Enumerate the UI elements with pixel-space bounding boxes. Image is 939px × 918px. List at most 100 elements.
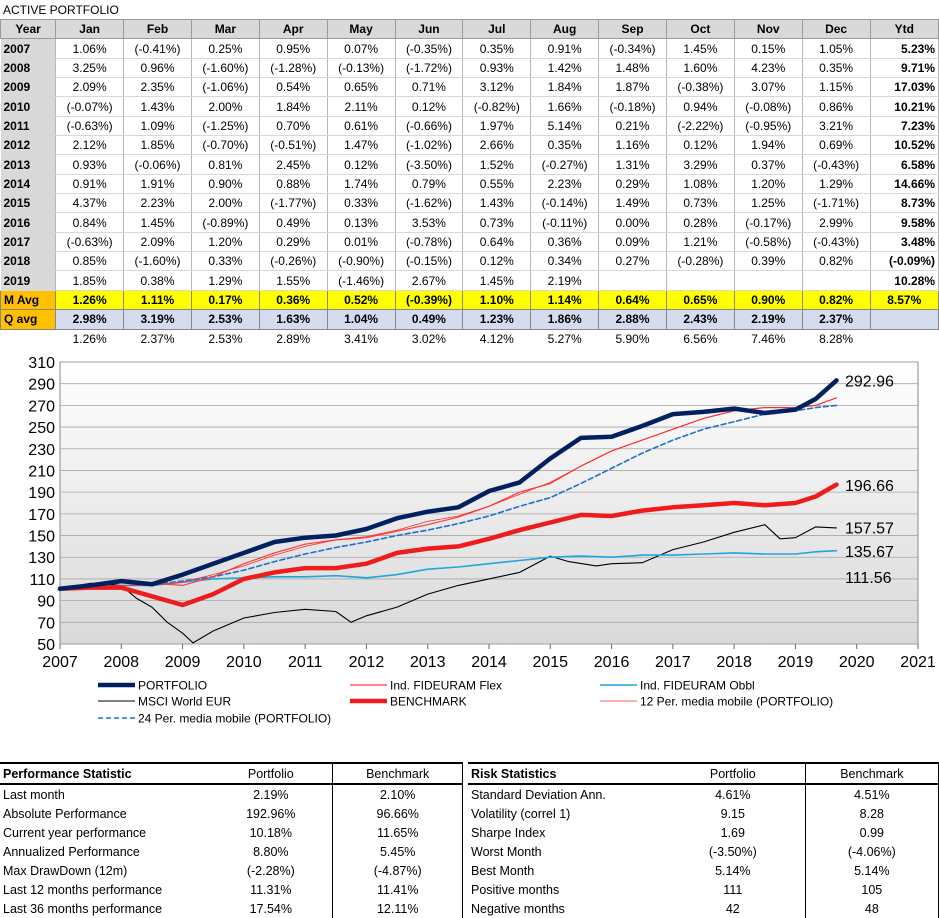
month-cell: 0.96% xyxy=(123,58,192,79)
month-cell: 0.27% xyxy=(598,251,667,272)
table-row: 2018 0.85% (-1.60%) 0.33% (-0.26%) (-0.90%) (-… xyxy=(0,251,939,272)
month-cell: 0.35% xyxy=(530,135,600,156)
month-cell: 2.43% xyxy=(665,309,735,330)
col-header-mar: Mar xyxy=(190,18,260,40)
benchmark-value: 5.14% xyxy=(804,861,939,880)
month-cell: 0.54% xyxy=(259,77,328,98)
month-cell: 0.12% xyxy=(395,96,464,117)
series-line-24-per-media-mobile-portfolio xyxy=(161,404,838,585)
month-cell: 0.00% xyxy=(598,212,667,233)
table-row: Worst Month (-3.50%) (-4.06%) xyxy=(468,842,939,861)
row-label: Q avg xyxy=(0,309,57,330)
month-cell: 2.99% xyxy=(802,212,871,233)
month-cell: 1.06% xyxy=(55,38,125,59)
ytd-cell: 14.66% xyxy=(870,174,939,195)
row-label: 2012 xyxy=(0,135,57,156)
row-label: 2019 xyxy=(0,270,57,291)
legend-label: Ind. FIDEURAM Obbl xyxy=(640,679,755,693)
month-cell: 0.79% xyxy=(395,174,464,195)
series-line-msci-world-eur xyxy=(59,524,838,644)
y-tick-label: 70 xyxy=(37,615,55,632)
month-cell: (-0.11%) xyxy=(530,212,600,233)
portfolio-header: Portfolio xyxy=(660,762,806,785)
portfolio-value: 192.96% xyxy=(246,806,296,821)
col-header-nov: Nov xyxy=(733,18,803,40)
benchmark-value: 12.11% xyxy=(332,899,463,918)
month-cell: (-0.27%) xyxy=(530,154,600,175)
legend-label: BENCHMARK xyxy=(390,695,467,709)
month-cell: 3.21% xyxy=(802,116,871,137)
portfolio-value: 2.19% xyxy=(253,787,289,802)
col-header-aug: Aug xyxy=(530,18,600,40)
row-label: 2008 xyxy=(0,58,57,79)
month-cell: (-2.22%) xyxy=(666,116,735,137)
stat-label: Worst Month xyxy=(471,844,542,859)
month-cell: 0.37% xyxy=(734,154,803,175)
month-cell: 0.85% xyxy=(55,251,125,272)
month-cell: 0.90% xyxy=(191,174,260,195)
portfolio-value: 9.15 xyxy=(720,806,745,821)
month-cell: 0.52% xyxy=(326,289,396,311)
month-cell: 1.11% xyxy=(123,289,192,311)
month-cell: (-1.71%) xyxy=(802,193,871,214)
stat-label: Absolute Performance xyxy=(3,806,127,821)
month-cell: 0.15% xyxy=(734,38,803,59)
y-tick-label: 310 xyxy=(28,355,55,372)
month-cell: 2.45% xyxy=(259,154,328,175)
benchmark-value: 5.45% xyxy=(332,842,463,861)
month-cell xyxy=(802,270,871,291)
month-cell: 1.10% xyxy=(462,289,532,311)
month-cell: 0.91% xyxy=(530,38,600,59)
legend-label: Ind. FIDEURAM Flex xyxy=(390,679,502,693)
month-cell: (-0.07%) xyxy=(55,96,125,117)
legend-label: MSCI World EUR xyxy=(138,695,231,709)
month-cell: 0.88% xyxy=(259,174,328,195)
month-cell: 0.61% xyxy=(327,116,396,137)
month-cell: 0.71% xyxy=(395,77,464,98)
month-cell: (-0.82%) xyxy=(462,96,532,117)
table-row: 2013 0.93% (-0.06%) 0.81% 2.45% 0.12% (-3.50%)… xyxy=(0,154,939,175)
benchmark-value: 0.99 xyxy=(804,823,939,842)
portfolio-value: 1.69 xyxy=(720,825,745,840)
month-cell: (-0.66%) xyxy=(395,116,464,137)
month-cell: 0.69% xyxy=(802,135,871,156)
ytd-cell xyxy=(870,329,938,348)
portfolio-value: 42 xyxy=(725,901,740,916)
month-cell: 1.20% xyxy=(734,174,803,195)
table-row: 2016 0.84% 1.45% (-0.89%) 0.49% 0.13% 3.53% 0.7… xyxy=(0,212,939,233)
y-tick-label: 50 xyxy=(37,637,55,654)
month-cell: 1.48% xyxy=(598,58,667,79)
month-cell: (-1.60%) xyxy=(191,58,260,79)
benchmark-value: 11.65% xyxy=(332,823,463,842)
table-row: Volatility (correl 1) 9.15 8.28 xyxy=(468,804,939,823)
month-cell: (-0.34%) xyxy=(598,38,667,59)
row-label: M Avg xyxy=(0,289,57,311)
portfolio-value: (-2.28%) xyxy=(246,863,295,878)
table-row: Max DrawDown (12m) (-2.28%) (-4.87%) xyxy=(0,861,463,880)
month-cell: 0.33% xyxy=(327,193,396,214)
end-value-label: 111.56 xyxy=(845,570,892,587)
cumulative-average-row: 1.26% 2.37% 2.53% 2.89% 3.41% 3.02% 4.12% 5.27%… xyxy=(1,329,939,348)
table-header-row: Year Jan Feb Mar Apr May Jun Jul Aug Sep Oct Nov Dec… xyxy=(0,18,939,40)
month-cell: 0.29% xyxy=(259,232,328,253)
row-label: 2007 xyxy=(0,38,57,59)
row-label: 2013 xyxy=(0,154,57,175)
x-tick-label: 2017 xyxy=(655,654,691,671)
x-tick-label: 2009 xyxy=(165,654,201,671)
ytd-cell: 9.71% xyxy=(870,58,939,79)
stat-label: Standard Deviation Ann. xyxy=(471,787,606,802)
ytd-cell: 10.21% xyxy=(870,96,939,117)
month-cell: 0.39% xyxy=(734,251,803,272)
stat-label: Last 12 months performance xyxy=(3,882,163,897)
month-cell: 0.34% xyxy=(530,251,600,272)
month-cell: 3.19% xyxy=(123,309,192,330)
row-label: 2011 xyxy=(0,116,57,137)
month-cell: 0.33% xyxy=(191,251,260,272)
table-row: 2010 (-0.07%) 1.43% 2.00% 1.84% 2.11% 0.12% (-0… xyxy=(0,96,939,117)
stat-label: Best Month xyxy=(471,863,535,878)
month-cell: 1.09% xyxy=(123,116,192,137)
month-cell: (-1.46%) xyxy=(327,270,396,291)
y-tick-label: 150 xyxy=(28,529,55,546)
table-row: Last 36 months performance 17.54% 12.11% xyxy=(0,899,463,918)
month-cell: (-0.08%) xyxy=(734,96,803,117)
